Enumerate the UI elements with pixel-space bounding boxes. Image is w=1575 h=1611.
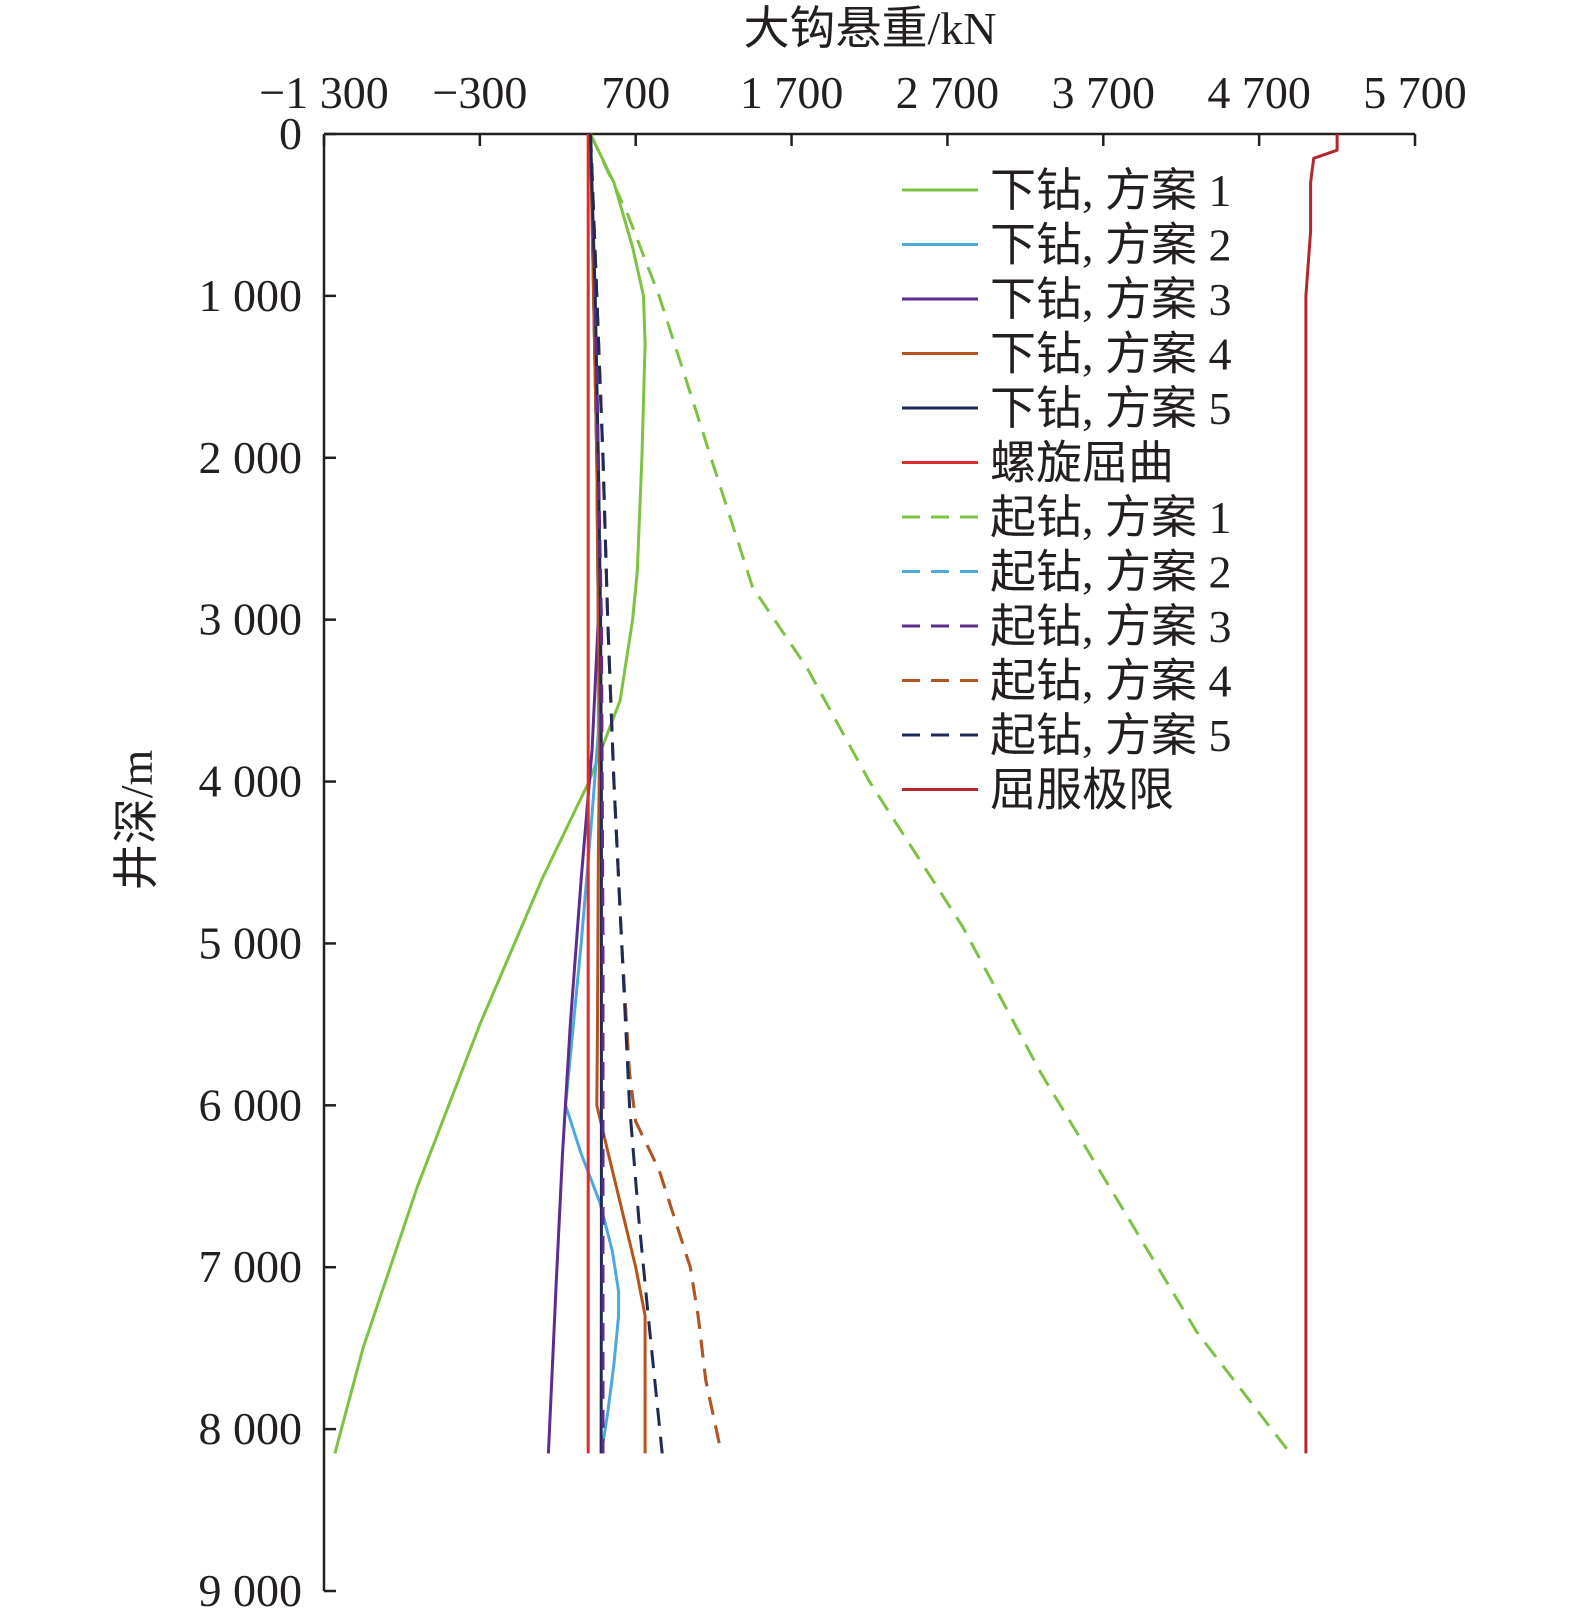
x-tick-label: 700 — [601, 67, 670, 118]
legend-label-10: 起钻, 方案 4 — [990, 656, 1232, 707]
legend-label-8: 起钻, 方案 2 — [990, 547, 1232, 598]
series-line-12 — [1304, 134, 1339, 1454]
legend-label-1: 下钻, 方案 1 — [990, 165, 1232, 216]
legend-label-7: 起钻, 方案 1 — [990, 492, 1232, 543]
y-tick-label: 0 — [279, 108, 302, 159]
x-tick-label: 1 700 — [740, 67, 844, 118]
y-tick-label: 9 000 — [199, 1565, 303, 1611]
legend-label-4: 下钻, 方案 4 — [990, 329, 1232, 380]
y-tick-label: 2 000 — [199, 432, 303, 483]
x-tick-label: 2 700 — [896, 67, 1000, 118]
x-tick-label: 4 700 — [1207, 67, 1311, 118]
y-tick-label: 1 000 — [199, 270, 303, 321]
legend-label-12: 屈服极限 — [990, 765, 1174, 816]
x-axis-title: 大钩悬重/kN — [744, 3, 997, 54]
legend-label-2: 下钻, 方案 2 — [990, 220, 1232, 271]
series-line-2 — [564, 133, 621, 1454]
series-line-7 — [589, 133, 1292, 1455]
legend: 下钻, 方案 1下钻, 方案 2下钻, 方案 3下钻, 方案 4下钻, 方案 5… — [902, 165, 1232, 816]
x-tick-label: −300 — [432, 67, 527, 118]
legend-label-11: 起钻, 方案 5 — [990, 710, 1232, 761]
y-tick-label: 7 000 — [199, 1241, 303, 1292]
legend-label-3: 下钻, 方案 3 — [990, 274, 1232, 325]
series-group — [333, 133, 1339, 1455]
y-tick-label: 8 000 — [199, 1403, 303, 1454]
y-axis-title: 井深/m — [111, 750, 162, 891]
y-tick-label: 5 000 — [199, 917, 303, 968]
series-line-8 — [589, 133, 723, 1454]
series-line-10 — [589, 133, 723, 1454]
y-tick-label: 6 000 — [199, 1079, 303, 1130]
series-line-4 — [589, 133, 647, 1454]
series-line-3 — [546, 133, 600, 1454]
x-tick-label: 3 700 — [1052, 67, 1156, 118]
legend-label-9: 起钻, 方案 3 — [990, 601, 1232, 652]
x-tick-label: −1 300 — [259, 67, 388, 118]
series-line-9 — [589, 133, 605, 1454]
series-line-11 — [589, 133, 664, 1454]
legend-label-6: 螺旋屈曲 — [990, 438, 1174, 489]
axes-group: −1 300 −300 700 1 700 2 700 3 700 4 700 5 700 0 1… — [199, 67, 1467, 1611]
x-tick-label: 5 700 — [1363, 67, 1467, 118]
y-tick-label: 3 000 — [199, 594, 303, 645]
y-tick-label: 4 000 — [199, 756, 303, 807]
legend-label-5: 下钻, 方案 5 — [990, 383, 1232, 434]
series-line-1 — [333, 133, 647, 1454]
